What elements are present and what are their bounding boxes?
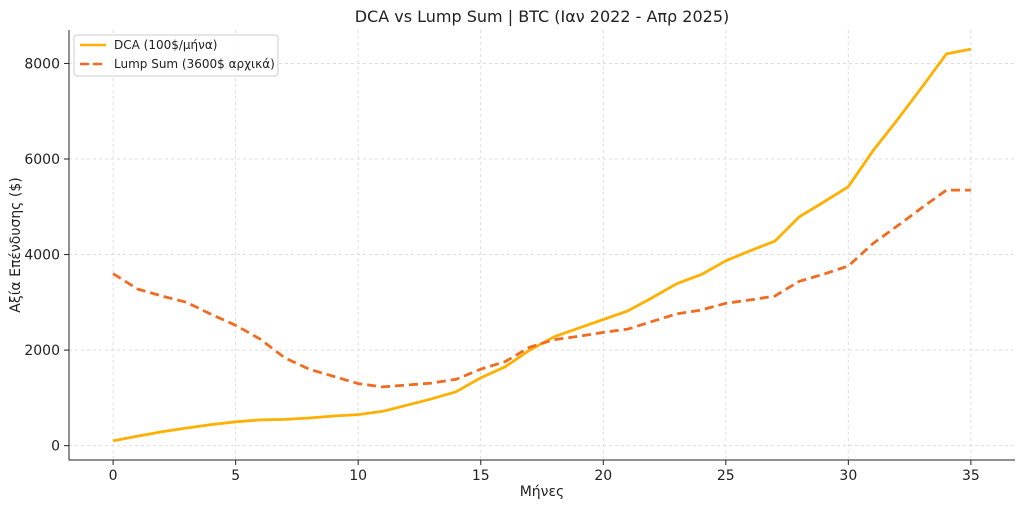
chart-title: DCA vs Lump Sum | BTC (Ιαν 2022 - Απρ 20…	[355, 7, 730, 26]
x-tick-label: 5	[231, 468, 240, 484]
x-tick-label: 25	[717, 468, 735, 484]
legend-label-lump: Lump Sum (3600$ αρχικά)	[114, 57, 275, 71]
y-tick-label: 4000	[24, 248, 60, 264]
x-axis-label: Μήνες	[520, 484, 565, 500]
x-tick-label: 15	[472, 468, 490, 484]
y-axis-label: Αξία Επένδυσης ($)	[8, 177, 24, 312]
x-tick-label: 20	[594, 468, 612, 484]
x-tick-label: 30	[839, 468, 857, 484]
legend-label-dca: DCA (100$/μήνα)	[114, 38, 217, 52]
ticks: 0 5 10 15 20 25 30 35 0 2000 4000 6000 8000	[24, 56, 979, 484]
x-tick-label: 10	[349, 468, 367, 484]
series-line-dca	[112, 47, 972, 443]
series-lines	[112, 47, 972, 443]
legend: DCA (100$/μήνα) Lump Sum (3600$ αρχικά)	[73, 34, 279, 77]
legend-box	[73, 34, 279, 77]
x-tick-label: 0	[109, 468, 118, 484]
y-tick-label: 2000	[24, 343, 60, 359]
y-tick-label: 6000	[24, 152, 60, 168]
grid	[69, 30, 1015, 460]
series-line-lump-sum	[112, 188, 971, 389]
x-tick-label: 35	[962, 468, 980, 484]
y-tick-label: 8000	[24, 56, 60, 72]
y-tick-label: 0	[51, 439, 60, 455]
